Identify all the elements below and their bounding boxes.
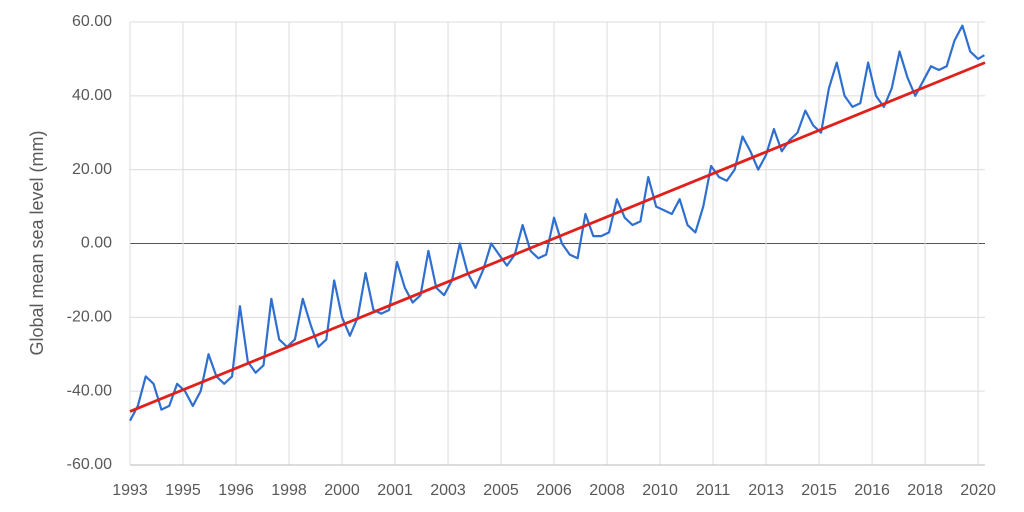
y-tick-label: 20.00: [72, 161, 112, 178]
x-tick-label: 2020: [960, 482, 996, 499]
x-tick-label: 2015: [801, 482, 837, 499]
x-tick-label: 2018: [907, 482, 943, 499]
series-line: [129, 24, 985, 422]
x-tick-label: 2013: [748, 482, 784, 499]
x-tick-label: 1993: [112, 482, 148, 499]
y-axis-label: Global mean sea level (mm): [27, 130, 47, 355]
y-tick-label: -40.00: [67, 382, 112, 399]
x-tick-label: 2008: [589, 482, 625, 499]
x-tick-label: 2000: [324, 482, 360, 499]
x-tick-label: 1995: [165, 482, 201, 499]
x-tick-label: 2006: [536, 482, 572, 499]
x-tick-label: 2011: [696, 482, 731, 499]
series-line: [129, 61, 986, 413]
y-tick-label: -20.00: [67, 309, 112, 326]
x-tick-label: 1996: [218, 482, 254, 499]
x-tick-label: 1998: [271, 482, 307, 499]
x-tick-label: 2016: [854, 482, 890, 499]
y-tick-label: 60.00: [72, 13, 112, 30]
y-tick-label: 0.00: [81, 235, 112, 252]
x-tick-label: 2010: [642, 482, 678, 499]
x-tick-label: 2001: [377, 482, 413, 499]
y-tick-label: -60.00: [67, 456, 112, 473]
x-tick-label: 2005: [483, 482, 519, 499]
x-tick-label: 2003: [430, 482, 466, 499]
y-tick-label: 40.00: [72, 87, 112, 104]
